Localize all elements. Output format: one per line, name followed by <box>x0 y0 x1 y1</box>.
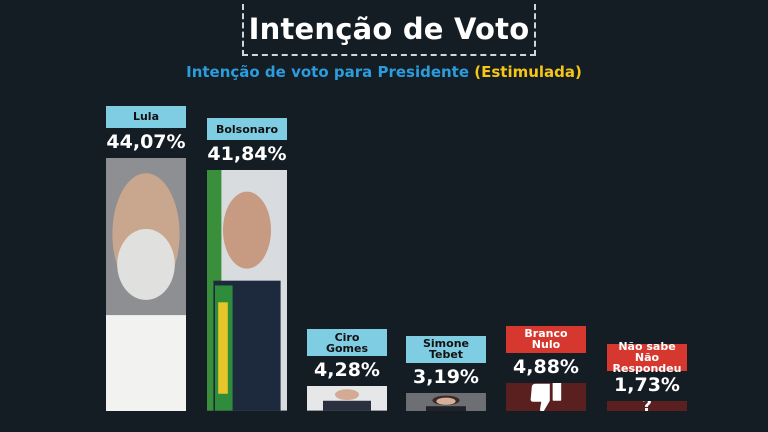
category-label-ciro-gomes: Ciro Gomes <box>307 329 387 357</box>
bar-lula <box>106 157 186 411</box>
category-label-simone-tebet: Simone Tebet <box>406 335 486 363</box>
category-label-line: Ciro <box>334 330 360 344</box>
subtitle-highlight: (Estimulada) <box>474 63 582 81</box>
category-label-line: Bolsonaro <box>215 122 279 136</box>
thumbs-down-icon <box>527 382 565 411</box>
bar-branco-nulo <box>506 382 586 411</box>
page-title: Intenção de Voto <box>248 12 530 46</box>
value-label-bolsonaro: 41,84% <box>207 143 287 166</box>
value-label-lula: 44,07% <box>106 130 186 153</box>
value-label-ciro-gomes: 4,28% <box>314 359 380 382</box>
category-label-line: Lula <box>132 110 160 124</box>
value-label-branco-nulo: 4,88% <box>513 355 579 378</box>
category-label-line: Tebet <box>428 348 464 362</box>
category-label-nao-sabe-nao-respondeu: Não sabe Não Respondeu <box>607 340 687 376</box>
category-label-line: Não Respondeu <box>612 351 682 376</box>
category-label-line: Simone <box>422 337 469 351</box>
value-label-nao-sabe-nao-respondeu: 1,73% <box>614 374 680 397</box>
subtitle-main: Intenção de voto para Presidente <box>186 63 470 81</box>
category-label-line: Nulo <box>531 338 561 352</box>
value-label-simone-tebet: 3,19% <box>413 365 479 388</box>
bar-bolsonaro <box>207 170 287 411</box>
bar-ciro-gomes <box>307 386 387 411</box>
bar-simone-tebet <box>406 392 486 411</box>
category-label-line: Não sabe <box>618 340 676 354</box>
category-label-line: Gomes <box>325 341 369 355</box>
category-label-lula: Lula <box>106 105 186 128</box>
category-label-line: Branco <box>524 327 568 341</box>
question-mark-icon: ? <box>642 401 652 411</box>
title-frame: Intenção de Voto <box>242 4 536 56</box>
category-label-branco-nulo: Branco Nulo <box>506 325 586 353</box>
chart-subtitle: Intenção de voto para Presidente (Estimu… <box>0 63 768 81</box>
bar-nao-sabe-nao-respondeu: ? <box>607 401 687 411</box>
category-label-bolsonaro: Bolsonaro <box>207 118 287 141</box>
